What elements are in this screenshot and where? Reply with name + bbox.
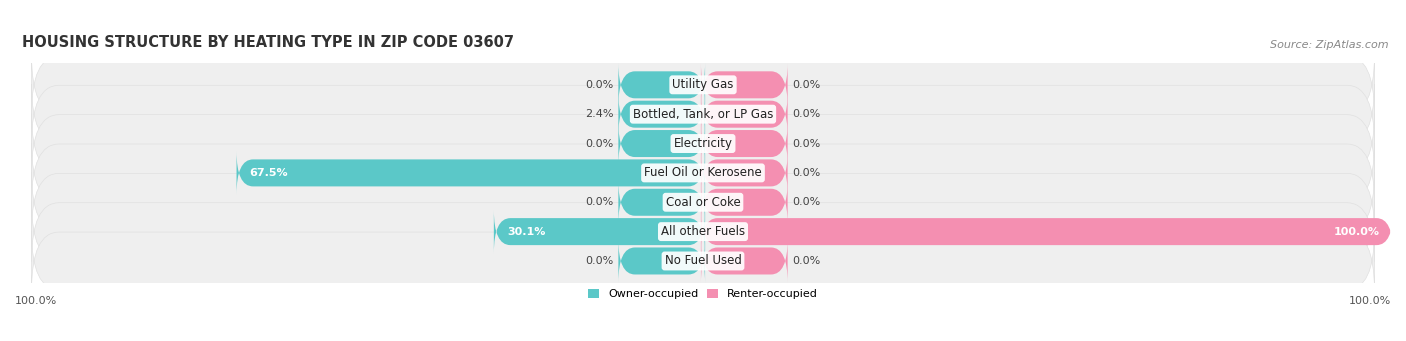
Text: 0.0%: 0.0% (793, 138, 821, 149)
Text: 67.5%: 67.5% (250, 168, 288, 178)
FancyBboxPatch shape (31, 84, 1375, 144)
Text: All other Fuels: All other Fuels (661, 225, 745, 238)
FancyBboxPatch shape (31, 202, 1375, 262)
FancyBboxPatch shape (31, 173, 1375, 232)
FancyBboxPatch shape (31, 55, 1375, 115)
Text: 30.1%: 30.1% (508, 227, 546, 237)
FancyBboxPatch shape (619, 63, 704, 106)
Text: HOUSING STRUCTURE BY HEATING TYPE IN ZIP CODE 03607: HOUSING STRUCTURE BY HEATING TYPE IN ZIP… (22, 34, 513, 49)
FancyBboxPatch shape (494, 210, 704, 253)
Text: 0.0%: 0.0% (793, 256, 821, 266)
Text: 0.0%: 0.0% (793, 197, 821, 207)
Text: 0.0%: 0.0% (793, 80, 821, 90)
FancyBboxPatch shape (31, 143, 1375, 203)
Text: No Fuel Used: No Fuel Used (665, 254, 741, 267)
FancyBboxPatch shape (31, 231, 1375, 291)
FancyBboxPatch shape (619, 92, 704, 136)
Text: 0.0%: 0.0% (585, 197, 613, 207)
FancyBboxPatch shape (31, 114, 1375, 173)
Text: Utility Gas: Utility Gas (672, 78, 734, 91)
Text: 0.0%: 0.0% (793, 168, 821, 178)
Text: Source: ZipAtlas.com: Source: ZipAtlas.com (1270, 40, 1388, 49)
FancyBboxPatch shape (702, 151, 787, 195)
Text: Fuel Oil or Kerosene: Fuel Oil or Kerosene (644, 166, 762, 179)
FancyBboxPatch shape (702, 122, 787, 165)
Text: 100.0%: 100.0% (15, 296, 58, 306)
Text: Electricity: Electricity (673, 137, 733, 150)
Legend: Owner-occupied, Renter-occupied: Owner-occupied, Renter-occupied (583, 284, 823, 304)
Text: 0.0%: 0.0% (585, 256, 613, 266)
FancyBboxPatch shape (619, 180, 704, 224)
Text: 2.4%: 2.4% (585, 109, 613, 119)
FancyBboxPatch shape (619, 239, 704, 283)
Text: 0.0%: 0.0% (585, 80, 613, 90)
FancyBboxPatch shape (702, 63, 787, 106)
Text: 100.0%: 100.0% (1334, 227, 1381, 237)
Text: 100.0%: 100.0% (1348, 296, 1391, 306)
FancyBboxPatch shape (702, 92, 787, 136)
FancyBboxPatch shape (702, 210, 1393, 253)
Text: Bottled, Tank, or LP Gas: Bottled, Tank, or LP Gas (633, 108, 773, 121)
FancyBboxPatch shape (236, 151, 704, 195)
Text: Coal or Coke: Coal or Coke (665, 196, 741, 209)
FancyBboxPatch shape (619, 122, 704, 165)
Text: 0.0%: 0.0% (793, 109, 821, 119)
Text: 0.0%: 0.0% (585, 138, 613, 149)
FancyBboxPatch shape (702, 180, 787, 224)
FancyBboxPatch shape (702, 239, 787, 283)
